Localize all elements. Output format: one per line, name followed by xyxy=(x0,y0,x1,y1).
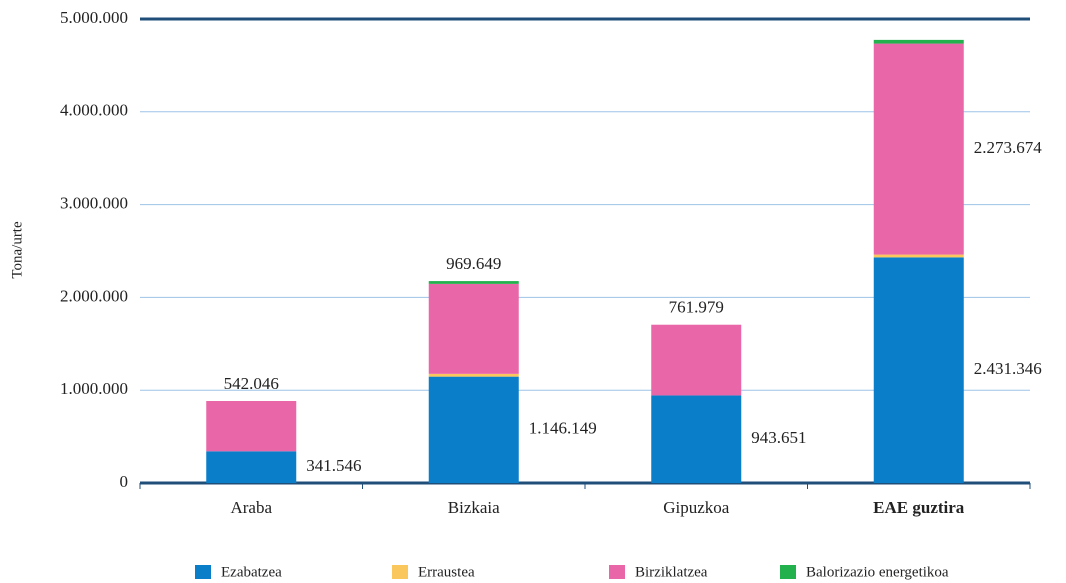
legend-swatch xyxy=(195,565,211,579)
data-label: 969.649 xyxy=(446,254,501,273)
y-axis-label: Tona/urte xyxy=(9,221,25,279)
bar-segment xyxy=(428,283,519,374)
legend-swatch xyxy=(609,565,625,579)
legend-swatch xyxy=(780,565,796,579)
bar-segment xyxy=(873,43,964,255)
data-label: 1.146.149 xyxy=(529,419,597,438)
data-label: 761.979 xyxy=(669,298,724,317)
y-tick-label: 5.000.000 xyxy=(60,8,128,27)
bar-segment xyxy=(651,324,742,396)
legend-label: Ezabatzea xyxy=(221,564,282,580)
data-label: 542.046 xyxy=(224,374,279,393)
data-label: 943.651 xyxy=(751,428,806,447)
x-tick-label: Bizkaia xyxy=(448,498,500,517)
y-tick-label: 4.000.000 xyxy=(60,101,128,120)
y-tick-label: 0 xyxy=(120,472,129,491)
bar-segment xyxy=(428,281,519,284)
bar-segment xyxy=(428,376,519,483)
legend-label: Birziklatzea xyxy=(635,564,708,580)
y-tick-label: 2.000.000 xyxy=(60,286,128,305)
x-tick-label: EAE guztira xyxy=(873,498,965,517)
data-label: 2.273.674 xyxy=(974,138,1043,157)
data-label: 2.431.346 xyxy=(974,359,1042,378)
legend-label: Balorizazio energetikoa xyxy=(806,564,949,580)
bar-segment xyxy=(873,257,964,483)
y-tick-label: 3.000.000 xyxy=(60,194,128,213)
bar-segment xyxy=(206,401,297,452)
x-tick-label: Araba xyxy=(230,498,272,517)
legend-swatch xyxy=(392,565,408,579)
bar-segment xyxy=(428,373,519,377)
data-label: 341.546 xyxy=(306,456,361,475)
y-tick-label: 1.000.000 xyxy=(60,379,128,398)
x-tick-label: Gipuzkoa xyxy=(663,498,730,517)
bar-segment xyxy=(873,254,964,258)
bar-segment xyxy=(873,39,964,44)
legend-label: Erraustea xyxy=(418,564,475,580)
bar-segment xyxy=(206,451,297,483)
bar-segment xyxy=(651,395,742,483)
